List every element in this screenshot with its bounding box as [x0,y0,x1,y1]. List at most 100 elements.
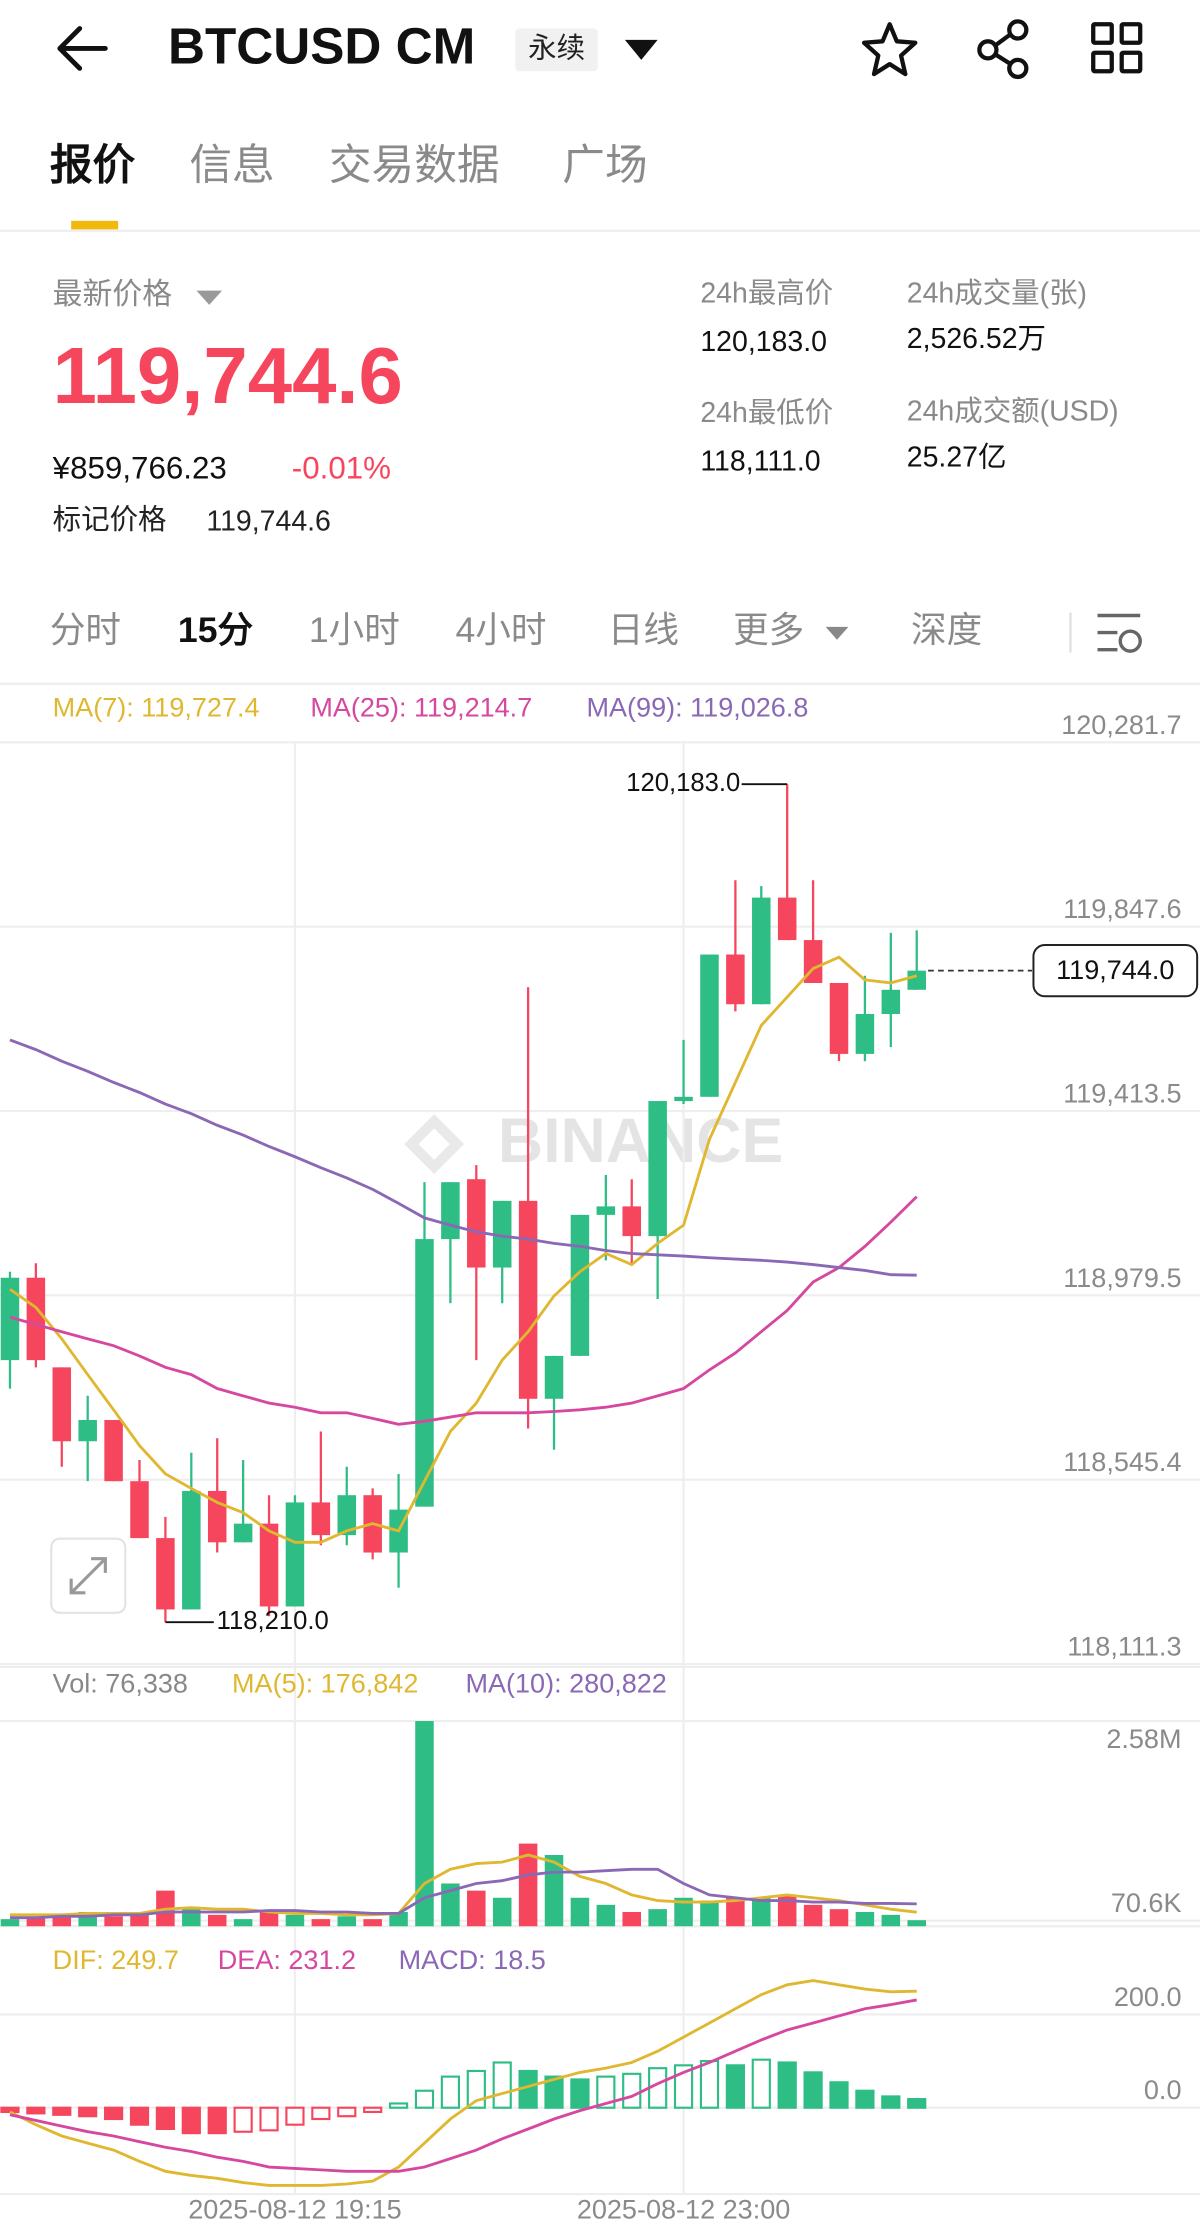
macd-bar [363,2106,383,2114]
macd-bar [78,2106,98,2118]
back-button[interactable] [57,26,108,71]
ma-line [9,1038,917,1277]
macd-bar [777,2061,797,2109]
legend-entry: DIF: 249.7 [53,1945,179,1975]
macd-bar [881,2095,901,2109]
interval-tab[interactable]: 深度 [911,610,982,650]
cny-price: ¥859,766.23 [52,450,227,485]
macd-bar [26,2106,46,2115]
candle-body [311,1502,331,1536]
macd-bar [492,2061,512,2109]
interval-tab[interactable]: 4小时 [456,610,547,650]
symbol-dropdown[interactable] [624,39,658,60]
volume-bar [492,1897,512,1927]
chart-layer: 报价 信息 交易数据 广场 24h最高价 120,183.0 24h最低价 118,111.0… [0,141,1200,2224]
volume-bar [52,1914,72,1927]
candle-body [337,1495,357,1536]
candle-body [544,1355,564,1399]
share-icon[interactable] [977,19,1029,80]
candle-body [855,1013,875,1054]
candle-body [777,897,797,941]
tab[interactable]: 报价 [50,141,136,189]
volume-ma-line [9,1853,917,1917]
macd-bar [181,2106,201,2135]
price-change: -0.01% [292,450,391,485]
price-type-dropdown[interactable] [196,290,223,305]
interval-tab[interactable]: 15分 [178,610,254,650]
lines [9,955,918,2187]
interval-tab[interactable]: 分时 [50,610,121,650]
macd-bar [414,2089,435,2109]
macd-bar [103,2106,124,2121]
mark-price: 119,744.6 [206,505,330,537]
candle-body [441,1182,460,1240]
y-tick-label: 120,281.7 [1061,710,1181,740]
volume-bar [0,1919,20,1927]
chart-settings-icon[interactable] [1097,613,1142,653]
candle-body [467,1179,486,1268]
candle-body [130,1481,149,1539]
macd-line [9,1998,917,2173]
volume-ma-line [9,1867,917,1920]
macd-bar [596,2075,616,2109]
candle-body [752,897,771,1005]
volume-bar [285,1914,305,1927]
interval-tab[interactable]: 1小时 [309,610,400,650]
candle-body [674,1096,693,1102]
macd-bar [699,2060,720,2109]
candle-body [518,1200,538,1399]
volume-bar [907,1920,926,1927]
macd-bar [129,2106,150,2126]
stat-label: 24h成交量(张) [907,277,1087,309]
stat-label: 24h成交额(USD) [907,396,1119,428]
stat-value: 25.27亿 [907,441,1007,473]
candle-body [104,1420,123,1482]
favorite-icon[interactable] [861,22,918,77]
volume-bar [207,1914,227,1927]
stat-value: 118,111.0 [700,446,820,478]
y-tick-label: 118,979.5 [1063,1263,1181,1293]
macd-bar [207,2106,227,2135]
grid-menu-icon[interactable] [1091,22,1143,74]
candle-body [648,1101,667,1237]
candle-body [259,1523,279,1607]
legend-entry: MA(10): 280,822 [465,1669,666,1699]
volume-bar [881,1914,901,1927]
macd-line [9,1979,917,2187]
interval-tab[interactable]: 更多 [733,610,804,650]
macd-bar [622,2072,642,2109]
legend-entry: MA(7): 119,727.4 [53,693,260,723]
interval-tab[interactable]: 日线 [608,610,679,650]
volume-bar [337,1916,357,1927]
volume-bar [389,1912,408,1927]
volume-bar [777,1894,797,1927]
watermark-text: BINANCE [498,1106,783,1176]
grid [0,741,1200,2196]
tab[interactable]: 信息 [189,141,274,189]
legend-entry: DEA: 231.2 [218,1945,356,1975]
y-tick-label: 200.0 [1114,1982,1182,2012]
active-tab-indicator [71,220,119,230]
symbol-title[interactable]: BTCUSD CM [168,17,475,74]
y-tick-label: 118,545.4 [1063,1447,1181,1477]
expand-button[interactable] [50,1537,127,1614]
tab[interactable]: 广场 [562,141,647,189]
x-tick-label: 2025-08-12 19:15 [188,2194,401,2224]
volume-bar [104,1916,123,1927]
low-label: 118,210.0 [217,1607,329,1635]
stat-label: 24h最低价 [700,397,833,429]
volume-bar [803,1904,823,1927]
mark-price-label: 标记价格 [53,504,167,536]
volume-bar [363,1919,382,1927]
macd-bar [803,2071,823,2109]
tab[interactable]: 交易数据 [329,141,500,189]
candle-body [78,1420,97,1442]
volume-bar [752,1897,771,1927]
macd-bar [855,2089,875,2109]
volume-bar [26,1917,46,1927]
y-tick-label: 2.58M [1106,1724,1181,1754]
candle-body [726,954,745,1005]
legend-entry: Vol: 76,338 [53,1669,188,1699]
last-price-label[interactable]: 最新价格 [53,278,173,311]
more-dropdown[interactable] [825,626,849,640]
